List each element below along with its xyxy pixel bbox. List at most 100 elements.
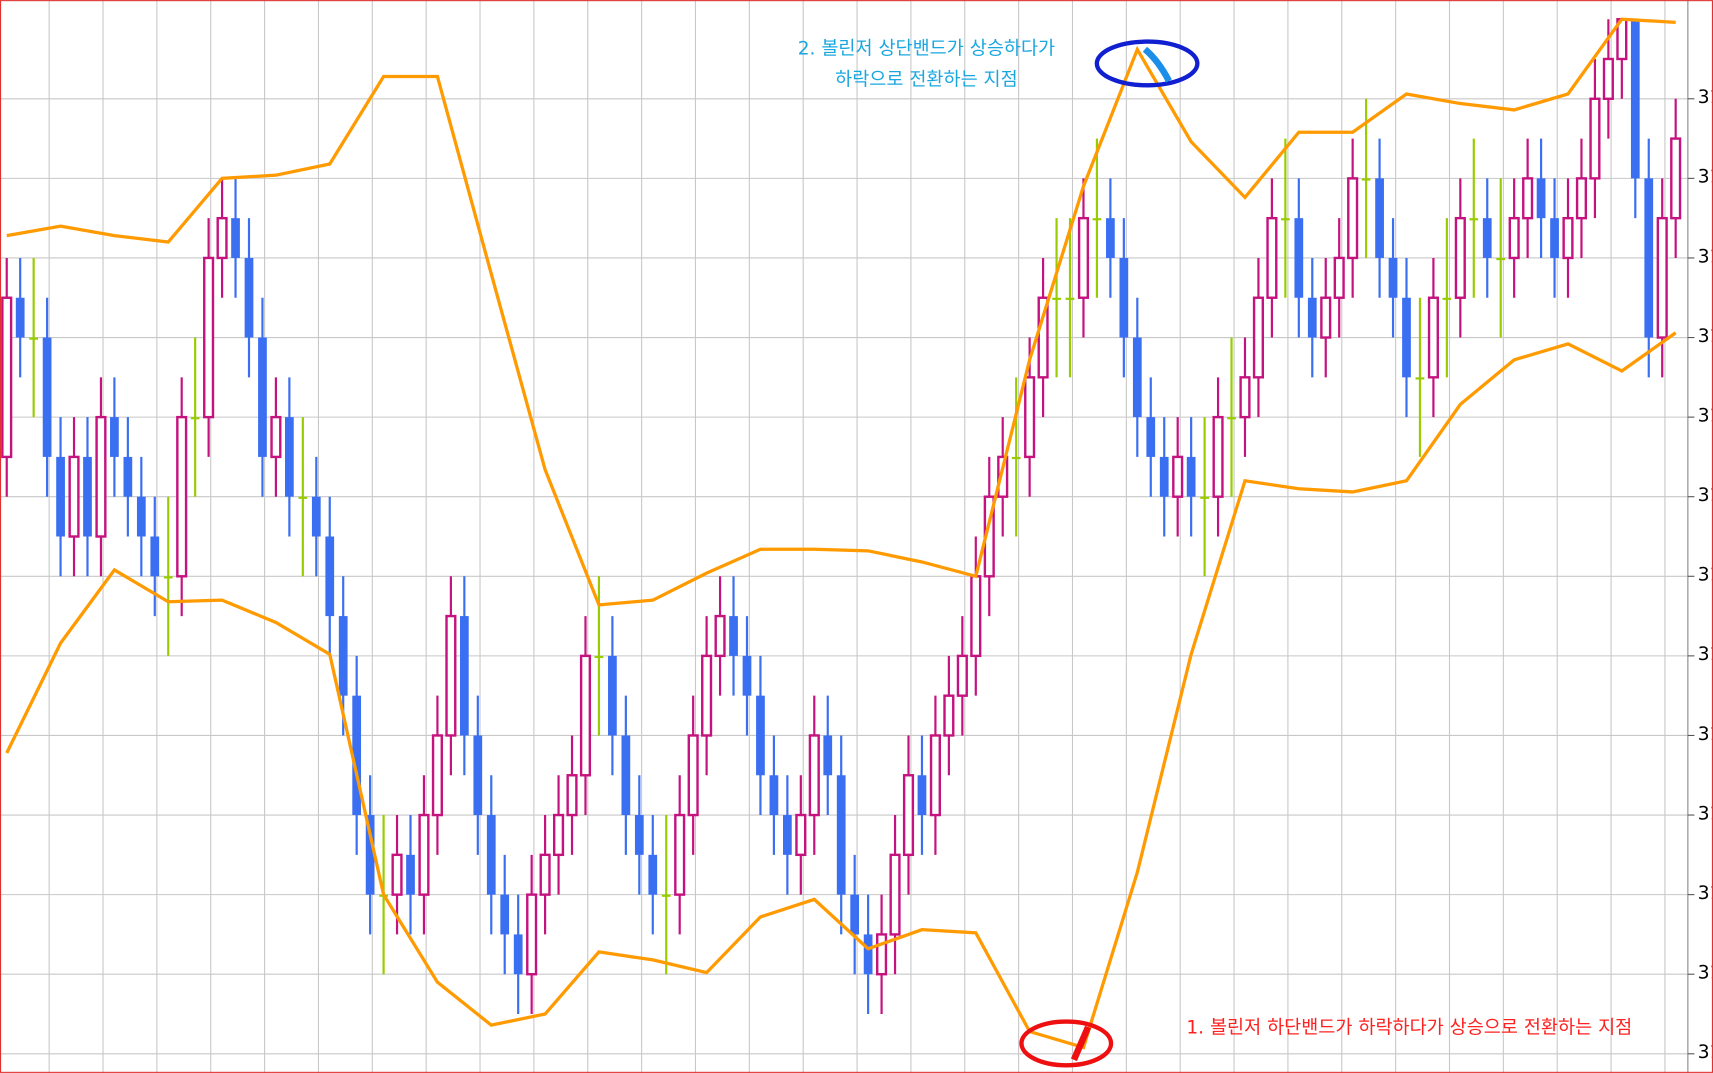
candle-body (850, 894, 860, 935)
y-tick-label: 31 (1698, 1042, 1713, 1063)
candle-body (566, 774, 578, 817)
candle-body (1442, 297, 1452, 300)
candle-body (1469, 218, 1479, 221)
y-tick-label: 31 (1698, 326, 1713, 347)
y-tick-label: 31 (1698, 803, 1713, 824)
candle-body (231, 218, 240, 258)
candle-body (1239, 376, 1251, 419)
candle-body (311, 496, 321, 537)
candle-body (1333, 256, 1345, 299)
candle-body (756, 695, 765, 776)
candle-body (1037, 296, 1049, 379)
candle-body (486, 815, 496, 895)
candle-body (418, 813, 430, 896)
candle-body (1132, 337, 1142, 418)
candle-body (500, 894, 510, 935)
candle-body (782, 815, 792, 855)
candle-body (929, 734, 941, 817)
candle-body (110, 417, 119, 457)
y-tick-label: 31 (1698, 565, 1713, 586)
candle-body (889, 853, 901, 936)
candle-body (1670, 137, 1682, 220)
candle-body (1320, 296, 1332, 339)
candle-body (95, 415, 107, 538)
candle-body (1602, 57, 1614, 100)
y-tick-label: 31 (1698, 167, 1713, 188)
candle-body (406, 854, 415, 895)
candle-body (687, 734, 699, 817)
candle-body (1146, 417, 1156, 457)
candle-body (176, 415, 188, 578)
candle-body (863, 934, 873, 975)
candle-body (352, 695, 362, 816)
candle-body (1052, 297, 1061, 300)
candle-body (1077, 216, 1090, 299)
plot (1, 17, 1682, 1050)
candle-body (1172, 455, 1184, 498)
candle-body (15, 297, 25, 338)
candle-body (823, 735, 833, 776)
candle-body (459, 616, 469, 736)
y-tick-label: 31 (1698, 246, 1713, 267)
candle-body (634, 815, 644, 855)
candle-body (1011, 456, 1021, 460)
candle-body (526, 893, 538, 976)
candle-body (150, 536, 160, 577)
candle-body (1266, 216, 1278, 299)
candle-body (270, 415, 282, 459)
candle-body (83, 456, 92, 537)
candle-body (729, 616, 738, 656)
candle-body (1536, 178, 1546, 219)
candle-body (997, 455, 1009, 498)
candle-body (836, 775, 846, 895)
candle-body (769, 775, 779, 816)
candle-body (1630, 19, 1640, 179)
candle-body (1200, 496, 1209, 499)
candle-body (552, 813, 565, 857)
highlight-arc (1142, 46, 1172, 83)
candle-body (1589, 97, 1601, 180)
candle-body (1252, 296, 1265, 379)
candle-body (1280, 218, 1290, 221)
candle-body (648, 854, 658, 895)
candle-body (608, 655, 617, 736)
candle-body (1388, 257, 1398, 298)
candle-body (1550, 218, 1559, 258)
price-axis: 31 31 31 31 31 31 31 31 31 31 31 31 31 (1687, 87, 1713, 1063)
y-tick-label: 31 (1698, 87, 1713, 108)
candle-body (1454, 216, 1466, 299)
candle-body (203, 256, 215, 419)
y-tick-label: 31 (1698, 883, 1713, 904)
candle-body (1, 296, 13, 459)
candle-body (1415, 377, 1425, 380)
candle-body (1575, 177, 1588, 220)
y-tick-label: 31 (1698, 405, 1713, 426)
candle-body (674, 813, 686, 896)
candle-body (325, 536, 335, 617)
candle-body (539, 853, 551, 896)
candle-body (1427, 296, 1439, 379)
candle-body (1186, 456, 1196, 497)
candle-body (970, 575, 982, 658)
candle-body (1656, 216, 1668, 339)
candle-body (1227, 417, 1236, 420)
candle-body (244, 257, 254, 338)
candle-body (1065, 297, 1075, 300)
candle-body (917, 775, 927, 816)
candle-body (1482, 218, 1492, 258)
candle-body (431, 734, 443, 817)
candle-body (956, 654, 968, 697)
bollinger-band (6, 17, 1676, 607)
annotation: 2. 볼린저 상단밴드가 상승하다가 (798, 39, 1055, 60)
candle-body (1092, 218, 1102, 221)
candle-body (943, 694, 955, 737)
candle-body (365, 815, 375, 895)
candle-body (42, 337, 52, 457)
candle-body (742, 655, 752, 696)
candle-body (298, 496, 308, 499)
candle-body (258, 337, 267, 457)
candle-body (701, 654, 713, 737)
y-tick-label: 31 (1698, 644, 1713, 665)
